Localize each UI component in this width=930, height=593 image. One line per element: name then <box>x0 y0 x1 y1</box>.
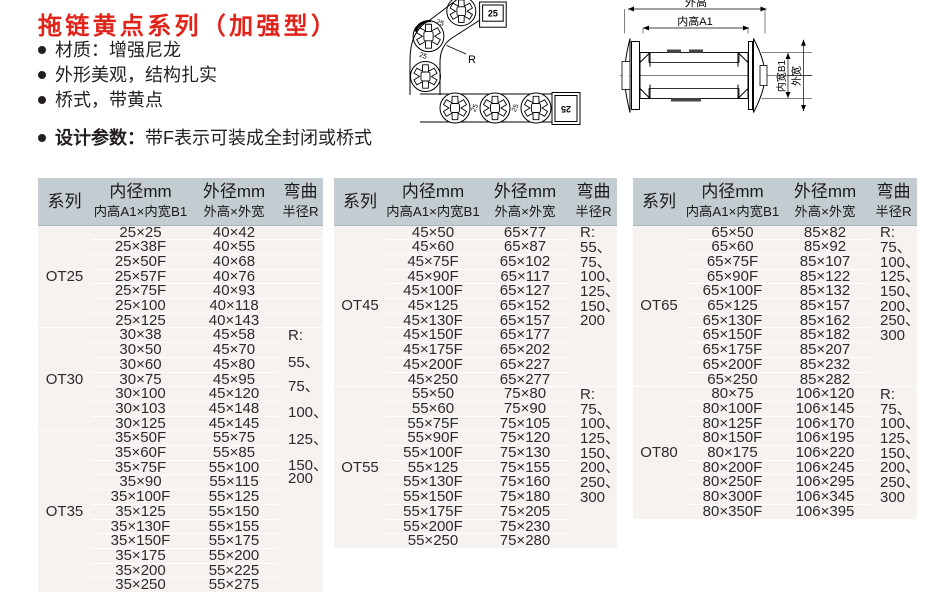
svg-text:25: 25 <box>561 104 571 114</box>
svg-text:25: 25 <box>511 103 521 113</box>
svg-text:25: 25 <box>488 8 498 18</box>
svg-text:R: R <box>468 54 476 66</box>
svg-text:25: 25 <box>418 52 428 61</box>
svg-text:外高: 外高 <box>685 0 707 9</box>
svg-text:外宽: 外宽 <box>790 66 803 86</box>
svg-text:25: 25 <box>470 103 480 113</box>
svg-text:内高A1: 内高A1 <box>677 14 712 28</box>
svg-text:内宽B1: 内宽B1 <box>775 59 788 92</box>
